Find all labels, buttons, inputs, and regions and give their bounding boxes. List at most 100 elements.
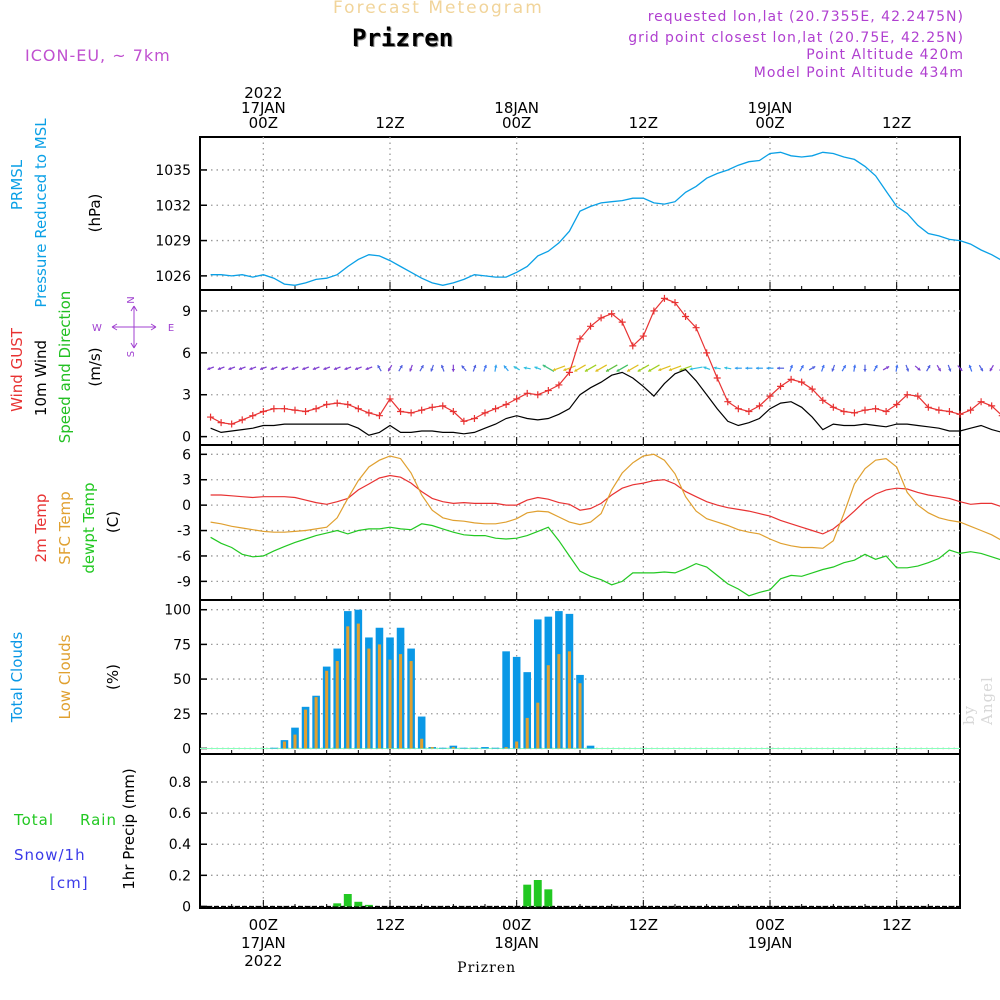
wind-gust-label: Wind GUST — [8, 327, 26, 412]
wind-gust-marker — [650, 307, 658, 315]
bottom-hour-label: 12Z — [629, 916, 658, 934]
wind-arrowhead — [777, 366, 780, 370]
wind-gust-marker — [312, 405, 320, 413]
temp-sfc-line — [210, 453, 1000, 549]
low-cloud-bar — [578, 683, 582, 749]
wind-arrowhead — [260, 366, 264, 371]
y-tick-label-precip: 0.8 — [169, 775, 191, 791]
wind-gust-marker — [787, 375, 795, 383]
wind-gust-marker — [956, 410, 964, 418]
wind-arrowhead — [249, 366, 253, 371]
low-cloud-bar — [356, 623, 360, 749]
wind-arrowhead — [388, 368, 392, 372]
clouds-unit-label: (%) — [104, 664, 122, 690]
wind-gust-marker — [734, 405, 742, 413]
wind-arrowhead — [270, 366, 274, 371]
wind-unit-label: (m/s) — [86, 347, 104, 386]
compass-rose-icon — [111, 305, 157, 349]
wind-gust-marker — [302, 407, 310, 415]
low-cloud-bar — [451, 747, 455, 749]
wind-gust-marker — [534, 391, 542, 399]
wind-arrowhead — [503, 365, 507, 369]
bottom-date-label: 19JAN — [748, 934, 793, 952]
wind-gust-marker — [724, 398, 732, 406]
low-cloud-bar — [346, 626, 350, 749]
panel-frame-temperature — [199, 444, 961, 601]
wind-arrowhead — [451, 368, 456, 372]
legend-total-label: Total — [13, 811, 54, 829]
location-name: Prizren — [352, 24, 454, 52]
bottom-date-label: 18JAN — [494, 934, 539, 952]
bottom-date-label: 00Z — [249, 916, 278, 934]
wind-arrowhead — [980, 368, 983, 372]
wind-gust-marker — [639, 332, 647, 340]
wind-arrowhead — [409, 368, 413, 372]
model-altitude: Model Point Altitude 434m — [753, 65, 964, 81]
wind-gust-marker — [924, 403, 932, 411]
wind-gust-marker — [291, 406, 299, 414]
wind-direction-label: Speed and Direction — [56, 291, 74, 444]
wind-arrowhead — [679, 367, 683, 372]
wind-gust-marker — [460, 417, 468, 425]
wind-gust-marker — [914, 392, 922, 400]
wind-arrowhead — [281, 366, 285, 371]
rain-bar — [544, 889, 553, 907]
pressure-label-short: PRMSL — [8, 159, 26, 210]
wind-arrowhead — [595, 368, 599, 372]
wind-speed-label: 10m Wind — [32, 340, 50, 416]
y-tick-label-temperature: 0 — [182, 498, 191, 514]
wind-gust-marker — [692, 324, 700, 332]
wind-gust-marker — [945, 407, 953, 415]
requested-coords: requested lon,lat (20.7355E, 42.2475N) — [647, 9, 964, 25]
y-tick-label-precip: 0.2 — [169, 868, 191, 884]
wind-gust-marker — [365, 409, 373, 417]
low-cloud-bar — [567, 651, 571, 749]
pressure-line — [210, 151, 1000, 286]
legend-rain-label: Rain — [80, 811, 117, 829]
wind-arrowhead — [217, 366, 221, 371]
wind-gust-marker — [228, 420, 236, 428]
low-cloud-bar — [504, 747, 508, 749]
compass-south: S — [126, 351, 137, 357]
low-cloud-bar — [282, 741, 286, 749]
y-tick-label-precip: 0.4 — [169, 837, 191, 853]
wind-arrowhead — [755, 366, 759, 370]
wind-gust-marker — [333, 399, 341, 407]
wind-arrowhead — [513, 366, 517, 370]
wind-gust-marker — [249, 412, 257, 420]
total-cloud-bar — [481, 747, 489, 749]
bottom-hour-label: 12Z — [375, 916, 404, 934]
wind-arrowhead — [483, 364, 487, 369]
rain-bar — [333, 903, 342, 907]
wind-gust-marker — [629, 342, 637, 350]
total-cloud-bar — [460, 747, 468, 749]
wind-arrowhead — [937, 368, 941, 372]
y-tick-label-clouds: 100 — [164, 603, 191, 619]
wind-arrowhead — [333, 366, 338, 371]
wind-arrowhead — [689, 367, 693, 371]
precip-unit-label: 1hr Precip (mm) — [120, 768, 138, 889]
wind-gust-marker — [513, 395, 521, 403]
wind-arrowhead — [637, 368, 641, 372]
low-cloud-bar — [420, 738, 424, 749]
total-clouds-label: Total Clouds — [8, 632, 26, 724]
low-cloud-bar — [388, 659, 392, 749]
wind-gust-marker — [207, 413, 215, 421]
dewpoint-label: dewpt Temp — [80, 482, 98, 573]
temp-2m-line — [210, 474, 1000, 535]
wind-arrowhead — [523, 366, 527, 370]
wind-arrowhead — [648, 368, 652, 372]
wind-arrowhead — [917, 367, 921, 371]
wind-gust-marker — [280, 405, 288, 413]
compass-west: W — [92, 323, 102, 334]
low-cloud-bar — [525, 717, 529, 749]
wind-gust-marker — [935, 406, 943, 414]
top-date-label: 00Z — [755, 114, 784, 132]
wind-arrowhead — [959, 367, 963, 371]
legend-snow-label: Snow/1h — [14, 846, 86, 864]
wind-arrowhead — [800, 365, 804, 369]
low-cloud-bar — [430, 747, 434, 749]
top-date-label: 17JAN — [241, 99, 286, 117]
wind-arrowhead — [812, 366, 816, 370]
low-cloud-bar — [409, 661, 413, 749]
